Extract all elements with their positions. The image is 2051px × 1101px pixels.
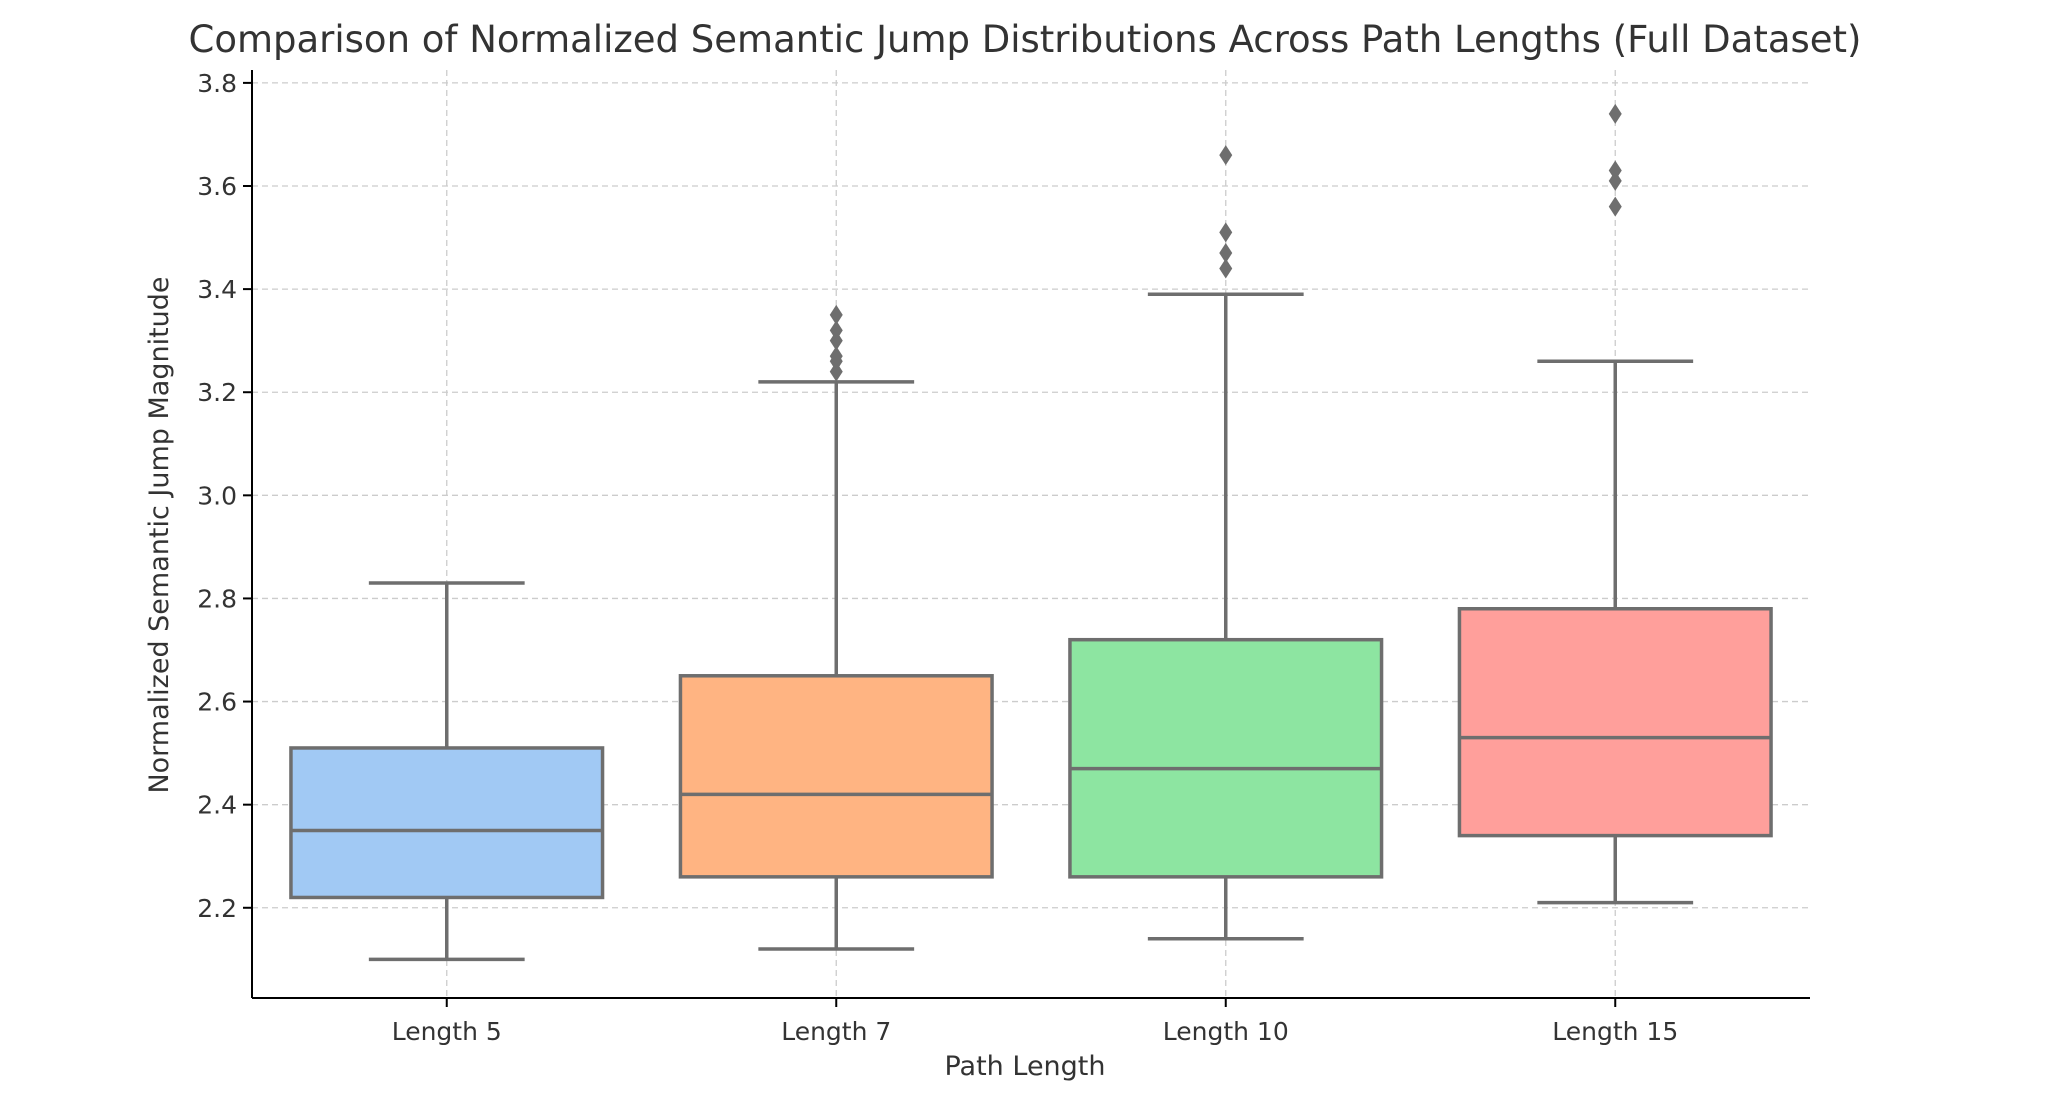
outlier-point — [1219, 222, 1233, 243]
axes: 2.2 2.4 2.6 2.8 3.0 3.2 3.4 3.6 3.8 Length 5 Lengt… — [197, 69, 1810, 1046]
y-tick-label: 3.4 — [197, 275, 237, 304]
y-tick-label: 3.6 — [197, 172, 237, 201]
y-tick-label: 3.2 — [197, 378, 237, 407]
outlier-point — [829, 320, 843, 341]
outlier-point — [1219, 145, 1233, 166]
outlier-point — [829, 346, 843, 367]
y-tick-label: 2.4 — [197, 791, 237, 820]
box-group — [1068, 145, 1384, 941]
outlier-point — [829, 330, 843, 351]
y-tick-label: 3.8 — [197, 69, 237, 98]
outlier-point — [1608, 170, 1622, 191]
outlier-point — [1608, 160, 1622, 181]
chart-title: Comparison of Normalized Semantic Jump D… — [188, 18, 1861, 61]
y-tick-label: 2.8 — [197, 584, 237, 613]
y-tick-label: 3.0 — [197, 481, 237, 510]
boxes — [289, 103, 1773, 962]
box-group — [678, 304, 994, 951]
x-tick-label: Length 15 — [1552, 1017, 1678, 1046]
y-tick-label: 2.6 — [197, 688, 237, 717]
x-tick-label: Length 7 — [781, 1017, 891, 1046]
outlier-point — [1608, 103, 1622, 124]
x-tick-label: Length 5 — [392, 1017, 502, 1046]
box-body — [289, 746, 605, 900]
outlier-point — [1608, 196, 1622, 217]
outlier-point — [1219, 258, 1233, 279]
x-axis-label: Path Length — [944, 1051, 1105, 1082]
outlier-point — [829, 304, 843, 325]
x-tick-label: Length 10 — [1163, 1017, 1289, 1046]
box-body — [1068, 637, 1384, 879]
box-group — [289, 581, 605, 962]
box-group — [1457, 103, 1773, 905]
y-tick-label: 2.2 — [197, 894, 237, 923]
y-axis-label: Normalized Semantic Jump Magnitude — [144, 276, 175, 793]
box-body — [678, 674, 994, 879]
outlier-point — [829, 361, 843, 382]
outlier-point — [1219, 243, 1233, 264]
box-body — [1457, 607, 1773, 838]
